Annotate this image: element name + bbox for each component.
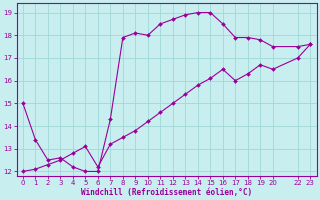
X-axis label: Windchill (Refroidissement éolien,°C): Windchill (Refroidissement éolien,°C) bbox=[81, 188, 252, 197]
